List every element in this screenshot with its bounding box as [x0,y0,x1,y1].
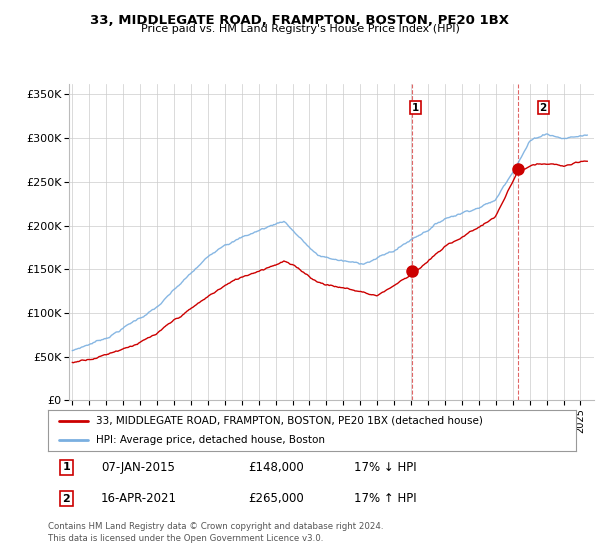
Text: 17% ↓ HPI: 17% ↓ HPI [354,461,417,474]
Text: Contains HM Land Registry data © Crown copyright and database right 2024.
This d: Contains HM Land Registry data © Crown c… [48,522,383,543]
Text: 17% ↑ HPI: 17% ↑ HPI [354,492,417,505]
Text: 33, MIDDLEGATE ROAD, FRAMPTON, BOSTON, PE20 1BX: 33, MIDDLEGATE ROAD, FRAMPTON, BOSTON, P… [91,14,509,27]
Text: 1: 1 [62,463,70,473]
Text: 2: 2 [62,494,70,504]
Text: £265,000: £265,000 [248,492,304,505]
Text: 16-APR-2021: 16-APR-2021 [101,492,177,505]
Text: Price paid vs. HM Land Registry's House Price Index (HPI): Price paid vs. HM Land Registry's House … [140,24,460,34]
Text: 07-JAN-2015: 07-JAN-2015 [101,461,175,474]
Text: 33, MIDDLEGATE ROAD, FRAMPTON, BOSTON, PE20 1BX (detached house): 33, MIDDLEGATE ROAD, FRAMPTON, BOSTON, P… [95,416,482,426]
Text: HPI: Average price, detached house, Boston: HPI: Average price, detached house, Bost… [95,435,325,445]
Text: 1: 1 [412,102,419,113]
Text: 2: 2 [539,102,547,113]
Text: £148,000: £148,000 [248,461,304,474]
